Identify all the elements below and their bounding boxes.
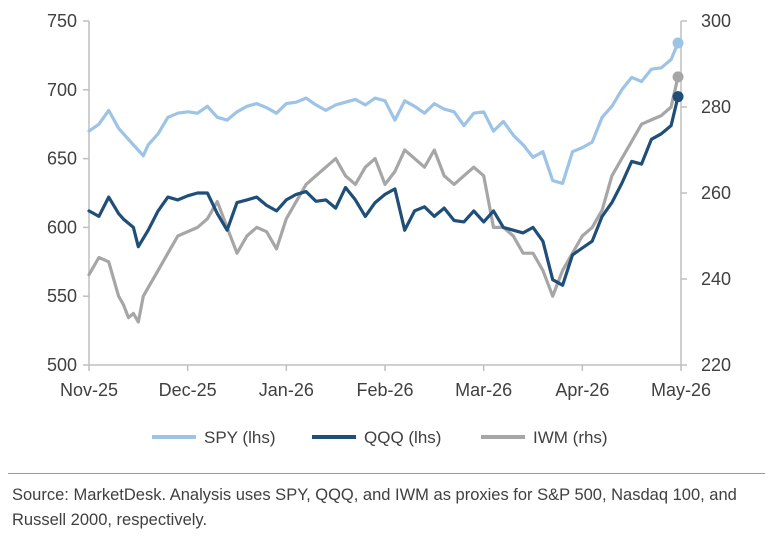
- left-tick-label: 600: [47, 217, 77, 237]
- x-tick-label: Nov-25: [60, 380, 118, 400]
- legend-label-spy: SPY (lhs): [204, 428, 276, 447]
- left-tick-label: 650: [47, 149, 77, 169]
- left-tick-label: 500: [47, 355, 77, 375]
- x-tick-label: May-26: [651, 380, 711, 400]
- legend: SPY (lhs) QQQ (lhs) IWM (rhs): [152, 428, 608, 447]
- series-line-iwm: [87, 75, 680, 324]
- x-tick-label: Feb-26: [356, 380, 413, 400]
- x-tick-label: Jan-26: [259, 380, 314, 400]
- right-tick-label: 280: [701, 97, 731, 117]
- left-tick-label: 700: [47, 80, 77, 100]
- right-tick-label: 300: [701, 11, 731, 31]
- right-tick-label: 220: [701, 355, 731, 375]
- left-tick-label: 750: [47, 11, 77, 31]
- right-tick-label: 260: [701, 183, 731, 203]
- series-endpoint-iwm: [672, 71, 684, 83]
- legend-label-qqq: QQQ (lhs): [364, 428, 441, 447]
- series-line-qqq: [87, 95, 680, 287]
- left-tick-label: 550: [47, 286, 77, 306]
- right-tick-label: 240: [701, 269, 731, 289]
- series-endpoint-spy: [672, 37, 684, 49]
- source-note: Source: MarketDesk. Analysis uses SPY, Q…: [12, 486, 737, 529]
- x-tick-label: Apr-26: [555, 380, 609, 400]
- x-tick-label: Dec-25: [159, 380, 217, 400]
- divider: [8, 473, 765, 474]
- x-tick-label: Mar-26: [455, 380, 512, 400]
- line-chart: 500 550 600 650 700 750 220 240 260 280 300 Nov-25 D…: [47, 11, 731, 400]
- series-line-spy: [87, 41, 680, 185]
- legend-label-iwm: IWM (rhs): [533, 428, 608, 447]
- series-endpoint-qqq: [672, 91, 684, 103]
